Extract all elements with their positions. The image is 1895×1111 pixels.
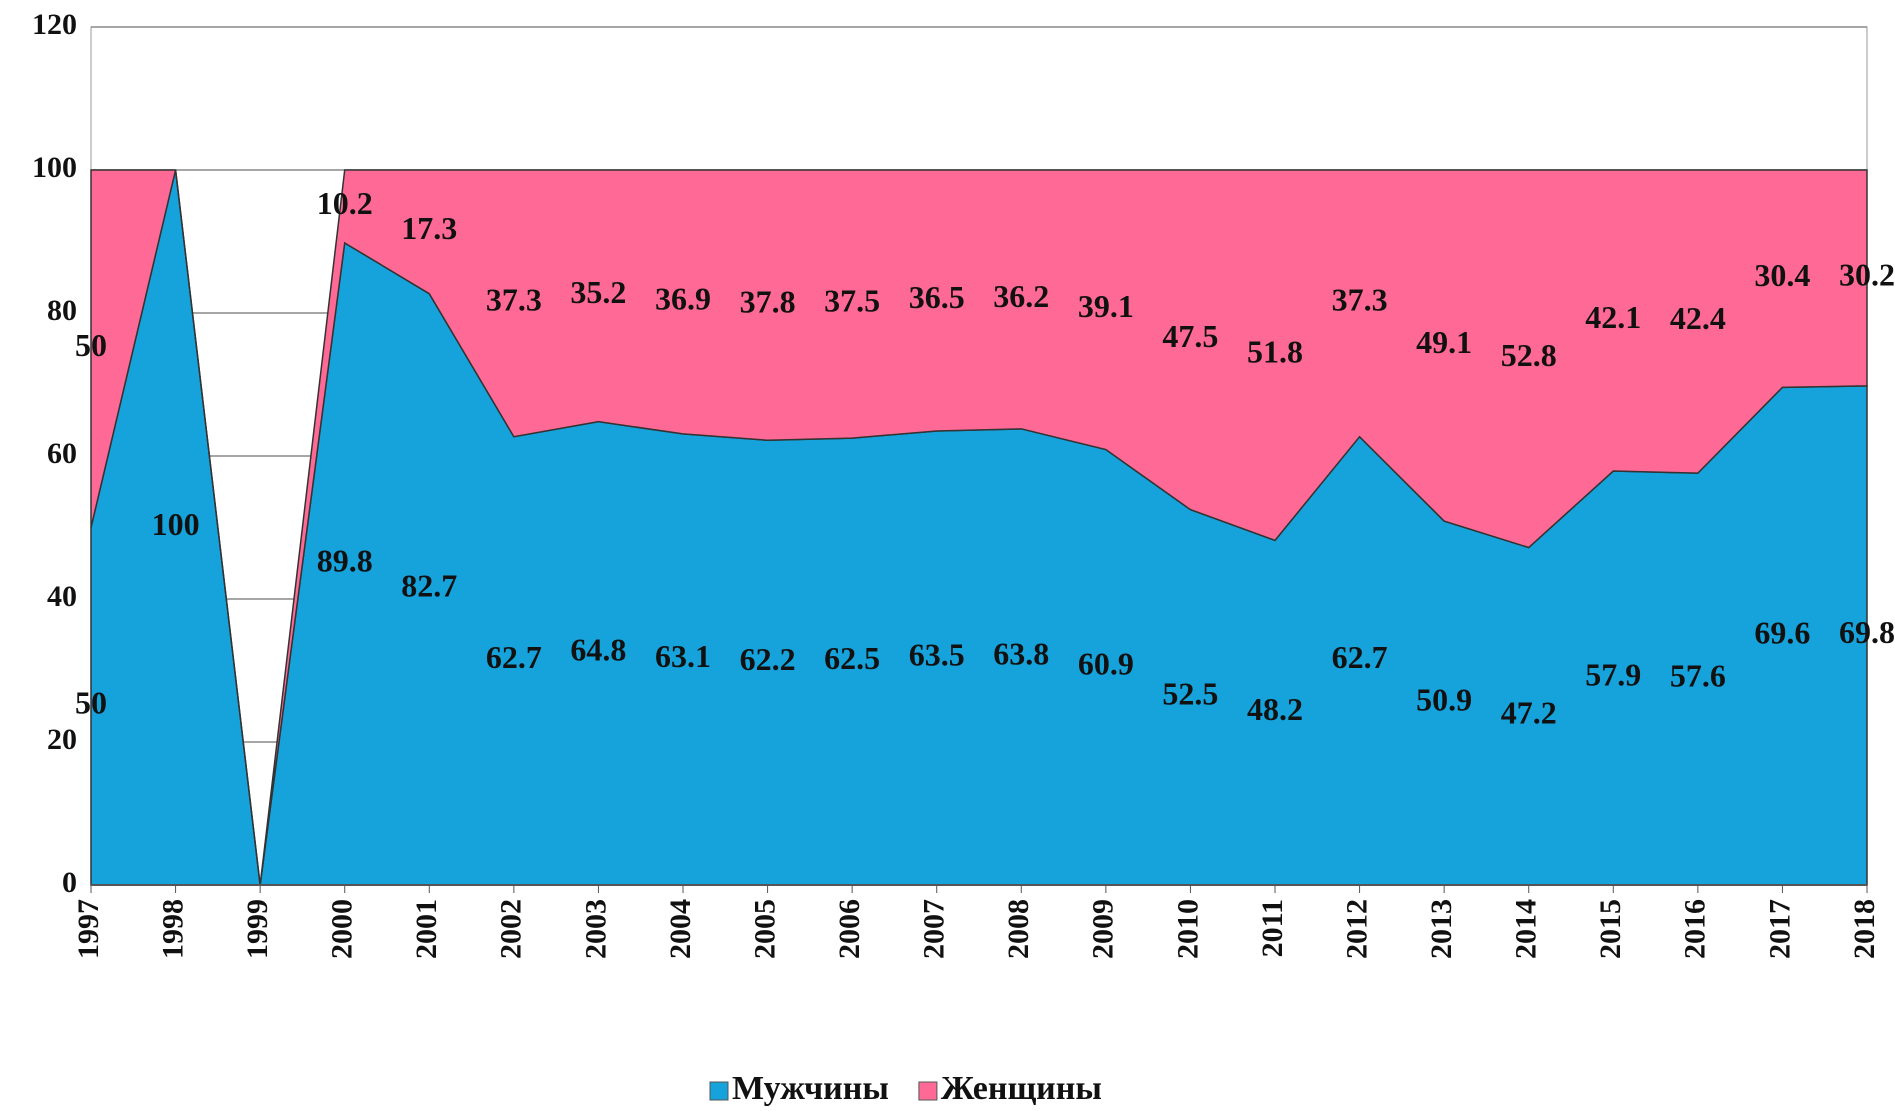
y-tick-label: 80 <box>47 294 77 327</box>
data-label: 30.2 <box>1839 256 1895 292</box>
legend-swatch <box>919 1082 937 1100</box>
data-label: 39.1 <box>1078 288 1134 324</box>
x-tick-label: 2013 <box>1425 899 1458 959</box>
data-label: 52.8 <box>1501 337 1557 373</box>
data-label: 49.1 <box>1416 324 1472 360</box>
x-tick-label: 2010 <box>1171 899 1204 959</box>
x-tick-label: 2015 <box>1594 899 1627 959</box>
x-tick-label: 2004 <box>664 899 697 959</box>
x-tick-label: 2017 <box>1763 899 1796 959</box>
data-label: 63.1 <box>655 638 711 674</box>
data-label: 62.7 <box>1332 639 1388 675</box>
y-tick-label: 20 <box>47 723 77 756</box>
data-label: 62.2 <box>740 641 796 677</box>
x-tick-label: 1997 <box>72 899 105 959</box>
data-label: 36.2 <box>993 278 1049 314</box>
x-tick-label: 2016 <box>1679 899 1712 959</box>
data-label: 47.5 <box>1162 318 1218 354</box>
data-label: 37.5 <box>824 282 880 318</box>
x-tick-label: 2008 <box>1002 899 1035 959</box>
y-tick-label: 0 <box>62 866 77 899</box>
x-tick-label: 2012 <box>1340 899 1373 959</box>
data-label: 57.6 <box>1670 657 1726 693</box>
data-label: 37.3 <box>1332 282 1388 318</box>
data-label: 69.6 <box>1754 615 1810 651</box>
data-label: 64.8 <box>570 632 626 668</box>
data-label: 37.3 <box>486 282 542 318</box>
y-tick-label: 40 <box>47 580 77 613</box>
data-label: 36.5 <box>909 279 965 315</box>
data-label: 100 <box>152 506 200 542</box>
x-tick-label: 2000 <box>326 899 359 959</box>
data-label: 50 <box>75 327 107 363</box>
x-tick-label: 2005 <box>748 899 781 959</box>
data-label: 63.5 <box>909 636 965 672</box>
data-label: 35.2 <box>570 274 626 310</box>
data-label: 47.2 <box>1501 695 1557 731</box>
x-tick-label: 2014 <box>1510 899 1543 959</box>
legend-swatch <box>710 1082 728 1100</box>
y-tick-label: 120 <box>32 8 77 41</box>
data-label: 57.9 <box>1585 656 1641 692</box>
data-label: 37.8 <box>740 283 796 319</box>
x-tick-label: 2018 <box>1848 899 1881 959</box>
data-label: 48.2 <box>1247 691 1303 727</box>
legend-label: Мужчины <box>732 1070 889 1107</box>
data-label: 82.7 <box>401 568 457 604</box>
x-tick-label: 2002 <box>495 899 528 959</box>
data-label: 50.9 <box>1416 681 1472 717</box>
x-tick-label: 2001 <box>410 899 443 959</box>
data-label: 17.3 <box>401 210 457 246</box>
data-label: 63.8 <box>993 635 1049 671</box>
data-label: 89.8 <box>317 542 373 578</box>
data-label: 62.7 <box>486 639 542 675</box>
x-tick-label: 2003 <box>579 899 612 959</box>
data-label: 51.8 <box>1247 334 1303 370</box>
data-label: 36.9 <box>655 280 711 316</box>
data-label: 69.8 <box>1839 614 1895 650</box>
x-tick-label: 2009 <box>1087 899 1120 959</box>
y-tick-label: 100 <box>32 151 77 184</box>
x-tick-label: 1998 <box>156 899 189 959</box>
data-label: 50 <box>75 685 107 721</box>
data-label: 10.2 <box>317 185 373 221</box>
data-label: 62.5 <box>824 640 880 676</box>
x-tick-label: 2011 <box>1256 899 1289 957</box>
data-label: 42.1 <box>1585 299 1641 335</box>
data-label: 30.4 <box>1754 257 1810 293</box>
legend-label: Женщины <box>941 1070 1102 1107</box>
data-label: 60.9 <box>1078 646 1134 682</box>
chart: 0 20 40 60 80 100 120 50 100 89.8 82.7 62.7 64.8 63.1… <box>0 0 1895 1111</box>
x-tick-label: 2007 <box>918 899 951 959</box>
data-label: 42.4 <box>1670 300 1726 336</box>
y-tick-label: 60 <box>47 437 77 470</box>
x-tick-label: 2006 <box>833 899 866 959</box>
data-label: 52.5 <box>1162 676 1218 712</box>
x-tick-label: 1999 <box>241 899 274 959</box>
